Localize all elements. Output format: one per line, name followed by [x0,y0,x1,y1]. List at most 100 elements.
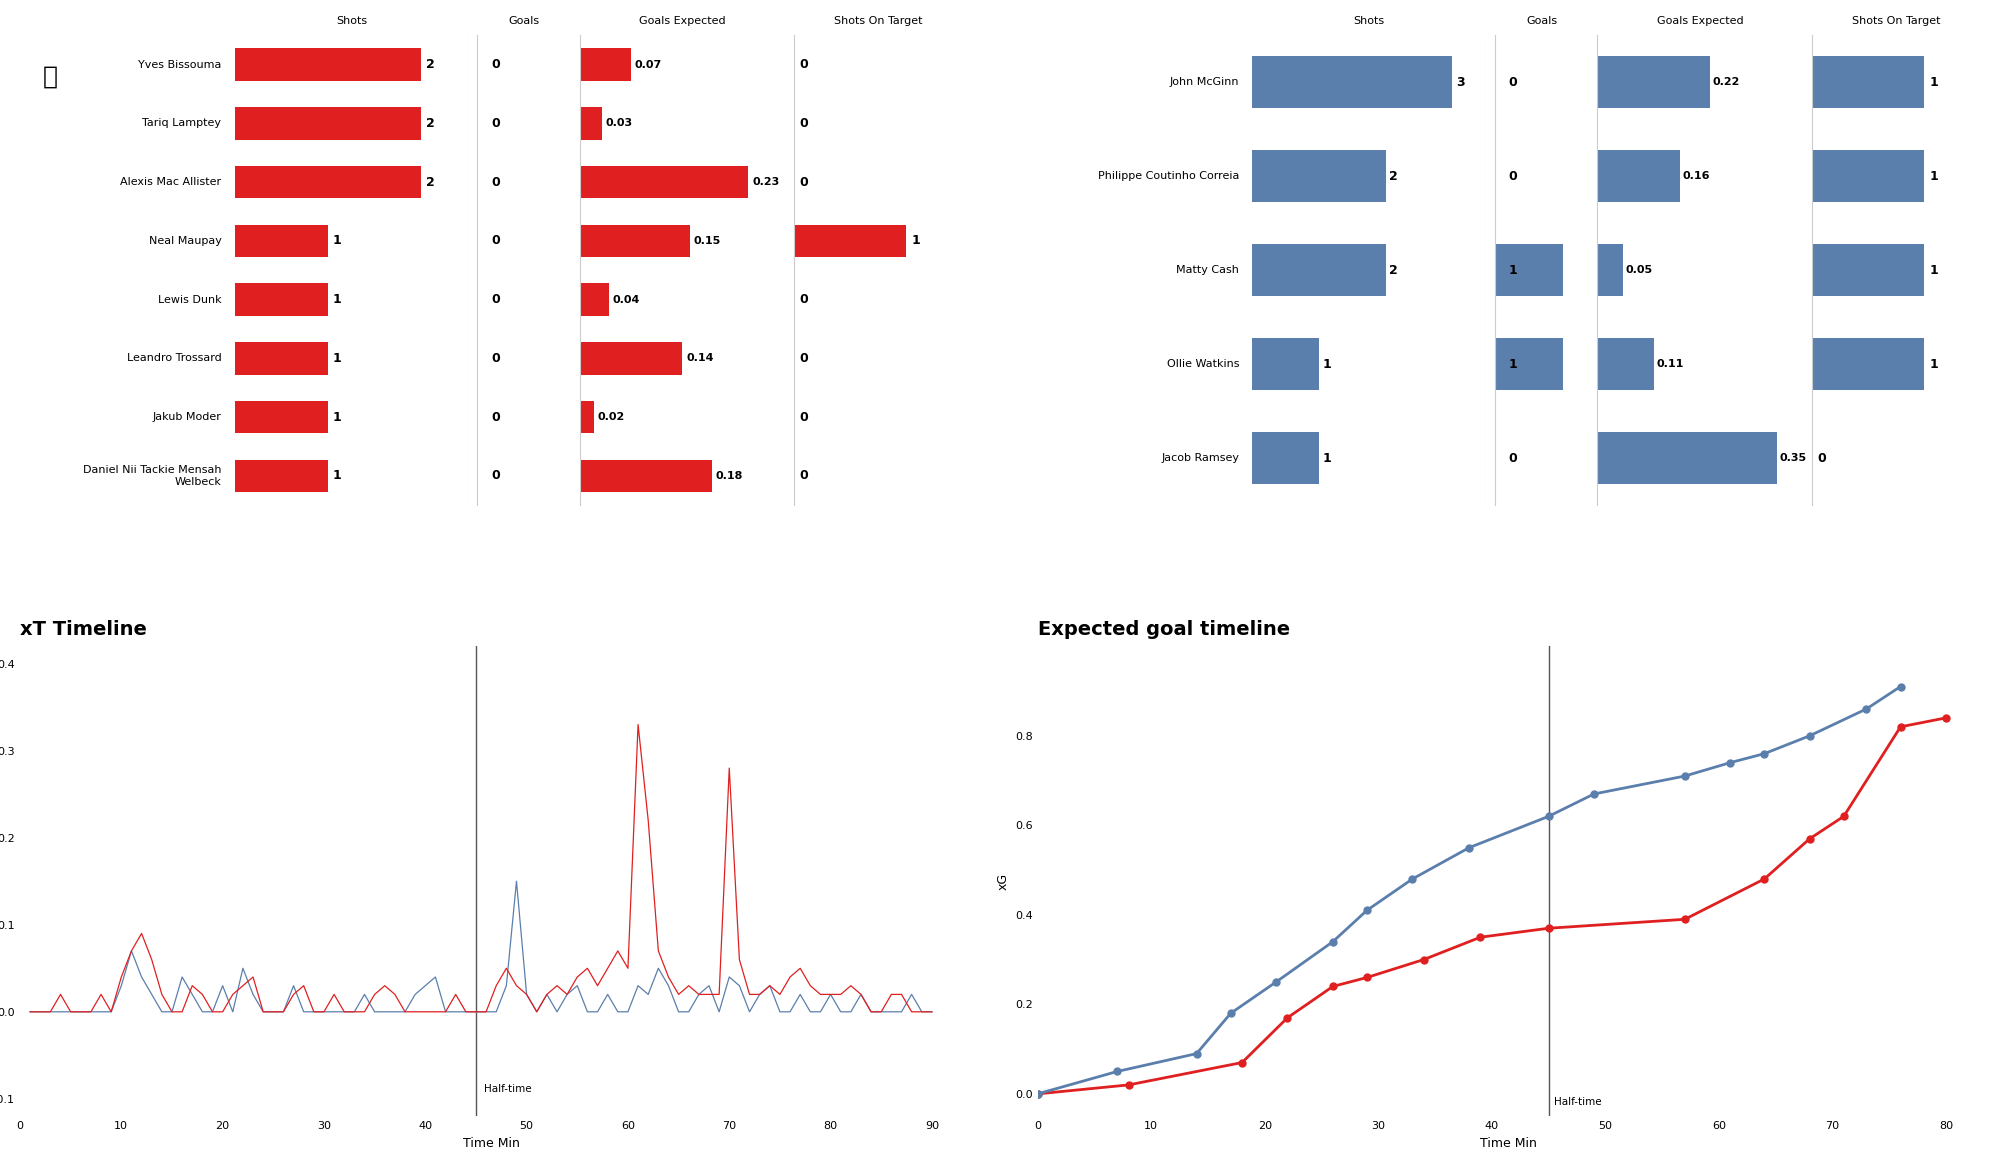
Text: 0: 0 [800,293,808,307]
Bar [1812,244,1924,296]
Text: 0: 0 [492,234,500,248]
Bar [1252,56,1452,108]
Text: Shots On Target: Shots On Target [1852,15,1940,26]
Text: Expected goal timeline: Expected goal timeline [1038,620,1290,639]
Text: 0: 0 [492,116,500,130]
Text: 1: 1 [1930,263,1938,277]
Text: 1: 1 [1930,357,1938,371]
Bar [1598,432,1778,484]
Text: Goals: Goals [1526,15,1558,26]
Bar [234,283,328,316]
Text: 1: 1 [1322,357,1332,371]
Text: Lewis Dunk: Lewis Dunk [158,295,222,304]
Text: Shots: Shots [336,15,366,26]
Text: 0.18: 0.18 [716,471,742,481]
Bar [234,342,328,375]
Bar [1598,338,1654,390]
Text: Daniel Nii Tackie Mensah
Welbeck: Daniel Nii Tackie Mensah Welbeck [82,465,222,486]
Text: 0: 0 [800,351,808,365]
Text: 0: 0 [800,116,808,130]
Bar [1494,338,1562,390]
Bar [234,401,328,434]
Text: 0: 0 [1508,451,1518,465]
Text: Alexis Mac Allister: Alexis Mac Allister [120,177,222,187]
Text: 0.04: 0.04 [612,295,640,304]
Text: 0.22: 0.22 [1712,78,1740,87]
Bar [1598,244,1622,296]
Text: 0: 0 [492,351,500,365]
Text: 0.03: 0.03 [606,119,632,128]
Text: Half-time: Half-time [484,1085,532,1094]
Text: 1: 1 [1322,451,1332,465]
Text: ⚽: ⚽ [42,65,58,88]
Text: 1: 1 [1508,263,1518,277]
Text: Goals: Goals [508,15,540,26]
X-axis label: Time Min: Time Min [1480,1136,1538,1149]
Text: 0.16: 0.16 [1682,172,1710,181]
Text: 0: 0 [800,175,808,189]
Text: 0: 0 [492,293,500,307]
Text: 0.07: 0.07 [634,60,662,69]
Bar [580,342,682,375]
Bar [1598,150,1680,202]
Text: 0.23: 0.23 [752,177,780,187]
Text: Leandro Trossard: Leandro Trossard [126,354,222,363]
Text: 1: 1 [332,293,342,307]
Bar [580,224,690,257]
Text: 0: 0 [800,410,808,424]
Bar [580,166,748,199]
Text: 1: 1 [332,469,342,483]
Text: 0.05: 0.05 [1626,266,1652,275]
Bar [234,48,422,81]
Text: 2: 2 [426,116,434,130]
Bar [1252,338,1318,390]
Text: Yves Bissouma: Yves Bissouma [138,60,222,69]
Bar [580,283,608,316]
Text: Jacob Ramsey: Jacob Ramsey [1162,454,1240,463]
Text: Goals Expected: Goals Expected [640,15,726,26]
Text: 0.15: 0.15 [694,236,720,246]
Bar [1598,56,1710,108]
Bar [580,107,602,140]
Bar [234,166,422,199]
Bar [234,107,422,140]
Text: Philippe Coutinho Correia: Philippe Coutinho Correia [1098,172,1240,181]
Bar [794,224,906,257]
Bar [1812,56,1924,108]
Text: Tariq Lamptey: Tariq Lamptey [142,119,222,128]
Text: 0.14: 0.14 [686,354,714,363]
Text: 0: 0 [1508,169,1518,183]
Text: 2: 2 [426,175,434,189]
Text: 2: 2 [426,58,434,72]
Text: 0: 0 [1508,75,1518,89]
Text: Goals Expected: Goals Expected [1656,15,1744,26]
Text: Matty Cash: Matty Cash [1176,266,1240,275]
Bar [1494,244,1562,296]
Bar [1812,338,1924,390]
Text: 0: 0 [800,58,808,72]
Text: 1: 1 [332,234,342,248]
Text: 1: 1 [1930,75,1938,89]
Text: 2: 2 [1390,169,1398,183]
Text: 0: 0 [1818,451,1826,465]
Bar [1812,150,1924,202]
Text: John McGinn: John McGinn [1170,78,1240,87]
Text: 3: 3 [1456,75,1464,89]
Text: 1: 1 [332,410,342,424]
Text: xT Timeline: xT Timeline [20,620,146,639]
Text: 1: 1 [1930,169,1938,183]
Bar [580,401,594,434]
Bar [1252,244,1386,296]
Text: 0: 0 [800,469,808,483]
Text: 0.35: 0.35 [1780,454,1806,463]
Text: 1: 1 [912,234,920,248]
Bar [1252,150,1386,202]
Text: 2: 2 [1390,263,1398,277]
Text: 0: 0 [492,469,500,483]
Text: 1: 1 [332,351,342,365]
Bar [580,48,630,81]
Text: 0.02: 0.02 [598,412,626,422]
Text: 0.11: 0.11 [1656,360,1684,369]
Text: Shots On Target: Shots On Target [834,15,922,26]
X-axis label: Time Min: Time Min [462,1136,520,1149]
